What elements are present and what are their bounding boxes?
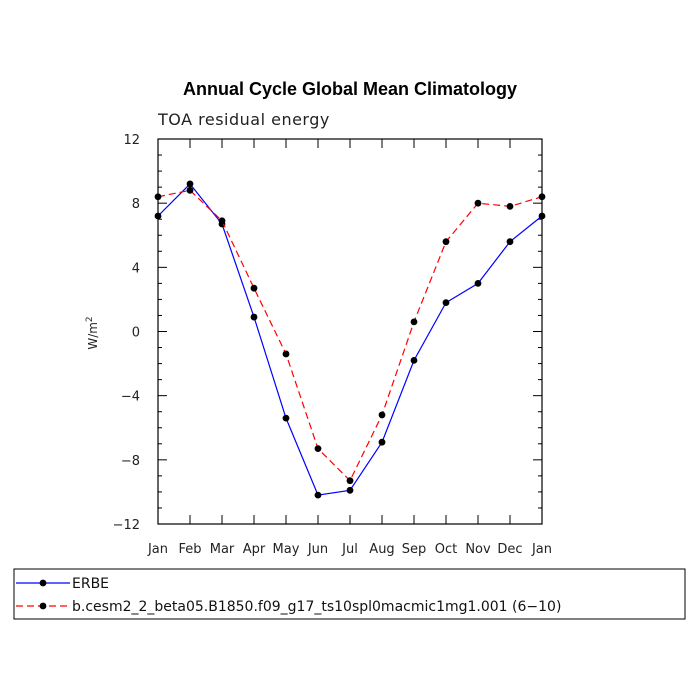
- chart-subtitle: TOA residual energy: [157, 110, 330, 129]
- data-point: [250, 284, 258, 292]
- series-line: [157, 183, 543, 496]
- x-tick-label: Mar: [210, 542, 235, 557]
- data-point: [506, 238, 514, 246]
- y-tick-label: −8: [121, 454, 140, 469]
- data-point: [442, 238, 450, 246]
- data-point: [282, 350, 290, 358]
- legend-marker: [39, 579, 47, 587]
- data-point: [442, 299, 450, 307]
- legend: ERBE b.cesm2_2_beta05.B1850.f09_g17_ts10s…: [16, 576, 561, 615]
- data-point: [346, 477, 354, 485]
- x-tick-label: Oct: [435, 542, 457, 557]
- data-point: [474, 279, 482, 287]
- data-point: [378, 411, 386, 419]
- x-tick-label: Aug: [369, 542, 394, 557]
- data-point: [218, 217, 226, 225]
- series-model: [154, 186, 546, 485]
- y-tick-label: 8: [132, 197, 140, 212]
- legend-label: b.cesm2_2_beta05.B1850.f09_g17_ts10spl0m…: [72, 599, 561, 615]
- plot-frame: [157, 138, 543, 525]
- y-tick-label: 4: [132, 261, 140, 276]
- series-layer: [154, 180, 546, 499]
- data-point: [410, 356, 418, 364]
- data-point: [538, 193, 546, 201]
- data-point: [506, 202, 514, 210]
- x-tick-label: Jan: [147, 542, 168, 557]
- data-point: [346, 486, 354, 494]
- chart-title: Annual Cycle Global Mean Climatology: [183, 79, 517, 99]
- data-point: [538, 212, 546, 220]
- y-tick-label: 0: [132, 326, 140, 341]
- x-tick-label: Dec: [497, 542, 522, 557]
- x-tick-label: Jan: [531, 542, 552, 557]
- x-tick-label: Jul: [341, 542, 358, 557]
- data-point: [250, 313, 258, 321]
- data-point: [282, 414, 290, 422]
- x-tick-label: Feb: [178, 542, 201, 557]
- x-tick-label: May: [273, 542, 300, 557]
- y-tick-label: 12: [123, 133, 140, 148]
- series-line: [157, 189, 543, 482]
- data-point: [474, 199, 482, 207]
- y-axis-label: W/m2: [85, 316, 100, 349]
- x-tick-label: Jun: [307, 542, 328, 557]
- y-tick-label: −12: [113, 518, 140, 533]
- legend-marker: [39, 602, 47, 610]
- series-erbe: [154, 180, 546, 499]
- x-tick-label: Apr: [243, 542, 266, 557]
- y-tick-label: −4: [121, 390, 140, 405]
- x-tick-label: Sep: [402, 542, 427, 557]
- data-point: [314, 445, 322, 453]
- data-point: [378, 438, 386, 446]
- data-point: [154, 193, 162, 201]
- legend-box: [13, 568, 686, 620]
- data-point: [314, 491, 322, 499]
- data-point: [410, 318, 418, 326]
- axes: −12 −8 −4 0 4 8 12 Jan Feb Mar Apr May Jun Jul Aug Sep O…: [113, 133, 552, 557]
- data-point: [186, 186, 194, 194]
- legend-label: ERBE: [72, 576, 109, 592]
- data-point: [186, 180, 194, 188]
- x-tick-label: Nov: [465, 542, 491, 557]
- data-point: [154, 212, 162, 220]
